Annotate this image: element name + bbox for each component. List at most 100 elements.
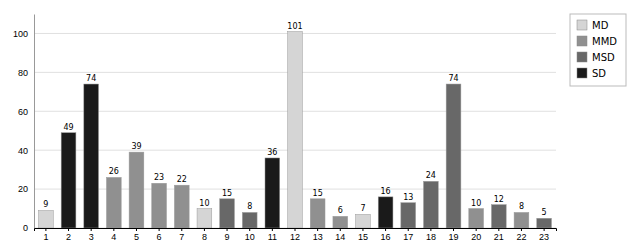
y-tick: 0 bbox=[23, 223, 34, 233]
data-label: 74 bbox=[448, 74, 458, 83]
bar bbox=[220, 199, 235, 228]
x-tick: 1 bbox=[43, 228, 48, 242]
x-tick-mark bbox=[521, 228, 522, 231]
x-tick-label: 23 bbox=[539, 232, 549, 242]
x-tick-label: 10 bbox=[245, 232, 255, 242]
x-tick: 3 bbox=[89, 228, 94, 242]
legend: MD MMD MSD SD bbox=[570, 14, 626, 86]
data-label: 101 bbox=[287, 22, 302, 31]
x-tick-mark bbox=[295, 228, 296, 231]
x-tick: 10 bbox=[245, 228, 255, 242]
x-tick-label: 14 bbox=[335, 232, 345, 242]
x-tick: 23 bbox=[539, 228, 549, 242]
bars bbox=[39, 32, 552, 228]
legend-frame bbox=[570, 14, 626, 86]
legend-swatch bbox=[577, 36, 587, 46]
x-axis: 1234567891011121314151617181920212223 bbox=[35, 228, 557, 242]
x-tick-mark bbox=[68, 228, 69, 231]
x-tick-label: 6 bbox=[157, 232, 162, 242]
x-tick-label: 11 bbox=[268, 232, 277, 242]
x-tick-mark bbox=[45, 228, 46, 231]
x-tick-mark bbox=[204, 228, 205, 231]
data-label: 10 bbox=[199, 199, 209, 208]
data-label: 8 bbox=[247, 202, 252, 211]
x-tick: 20 bbox=[471, 228, 481, 242]
y-tick: 20 bbox=[18, 184, 34, 194]
x-tick: 17 bbox=[403, 228, 413, 242]
bar bbox=[491, 205, 506, 228]
data-label: 36 bbox=[267, 148, 277, 157]
data-label: 24 bbox=[426, 171, 436, 180]
bar bbox=[401, 203, 416, 228]
bar bbox=[129, 152, 144, 228]
x-tick: 6 bbox=[157, 228, 162, 242]
bar bbox=[152, 183, 167, 228]
data-label: 74 bbox=[86, 74, 96, 83]
x-tick: 22 bbox=[516, 228, 526, 242]
data-label: 15 bbox=[313, 189, 323, 198]
x-tick-mark bbox=[272, 228, 273, 231]
x-tick-label: 5 bbox=[134, 232, 139, 242]
x-tick-label: 16 bbox=[381, 232, 391, 242]
bar bbox=[288, 32, 303, 228]
bar bbox=[242, 212, 257, 228]
x-tick-mark bbox=[340, 228, 341, 231]
bar bbox=[446, 84, 461, 228]
x-tick: 18 bbox=[426, 228, 436, 242]
y-tick: 60 bbox=[18, 107, 34, 117]
x-tick: 19 bbox=[449, 228, 459, 242]
x-tick-mark bbox=[408, 228, 409, 231]
data-labels: 9101017263923221561081581324741254974361… bbox=[43, 22, 546, 218]
legend-item: SD bbox=[577, 68, 606, 79]
legend-item: MSD bbox=[577, 52, 615, 63]
x-tick-mark bbox=[113, 228, 114, 231]
y-tick: 40 bbox=[18, 146, 34, 156]
x-tick-label: 7 bbox=[179, 232, 184, 242]
bar bbox=[356, 214, 371, 228]
x-tick: 12 bbox=[290, 228, 300, 242]
x-tick-mark bbox=[430, 228, 431, 231]
bar bbox=[39, 210, 54, 228]
x-tick: 14 bbox=[335, 228, 345, 242]
chart: 0204060801001234567891011121314151617181… bbox=[0, 0, 634, 252]
x-tick-label: 18 bbox=[426, 232, 436, 242]
bar bbox=[174, 185, 189, 228]
legend-label: MMD bbox=[592, 36, 617, 47]
data-label: 39 bbox=[131, 142, 141, 151]
legend-swatch bbox=[577, 52, 587, 62]
x-tick-mark bbox=[476, 228, 477, 231]
data-label: 8 bbox=[519, 202, 524, 211]
data-label: 13 bbox=[403, 193, 413, 202]
x-tick-label: 4 bbox=[111, 232, 116, 242]
x-tick-label: 2 bbox=[66, 232, 71, 242]
plot: 0204060801001234567891011121314151617181… bbox=[13, 15, 557, 243]
x-tick-label: 19 bbox=[449, 232, 459, 242]
data-label: 6 bbox=[338, 206, 343, 215]
y-tick-label: 20 bbox=[18, 184, 28, 194]
x-tick: 15 bbox=[358, 228, 368, 242]
x-axis-line bbox=[35, 229, 557, 232]
data-label: 16 bbox=[380, 187, 390, 196]
bar bbox=[469, 209, 484, 228]
y-tick-label: 80 bbox=[18, 68, 28, 78]
legend-swatch bbox=[577, 20, 587, 30]
x-tick-mark bbox=[181, 228, 182, 231]
x-tick-mark bbox=[91, 228, 92, 231]
y-tick-label: 100 bbox=[13, 29, 28, 39]
data-label: 26 bbox=[109, 167, 119, 176]
legend-item: MD bbox=[577, 20, 609, 31]
x-tick-label: 13 bbox=[313, 232, 323, 242]
x-tick: 5 bbox=[134, 228, 139, 242]
x-tick: 4 bbox=[111, 228, 116, 242]
bar bbox=[378, 197, 393, 228]
x-tick-mark bbox=[544, 228, 545, 231]
x-tick-mark bbox=[159, 228, 160, 231]
data-label: 9 bbox=[43, 200, 48, 209]
x-tick-label: 15 bbox=[358, 232, 368, 242]
x-tick: 8 bbox=[202, 228, 207, 242]
x-tick: 13 bbox=[313, 228, 323, 242]
x-tick-mark bbox=[317, 228, 318, 231]
y-axis: 0 20 40 60 80 100 bbox=[13, 15, 35, 234]
data-label: 7 bbox=[360, 204, 365, 213]
bar bbox=[310, 199, 325, 228]
